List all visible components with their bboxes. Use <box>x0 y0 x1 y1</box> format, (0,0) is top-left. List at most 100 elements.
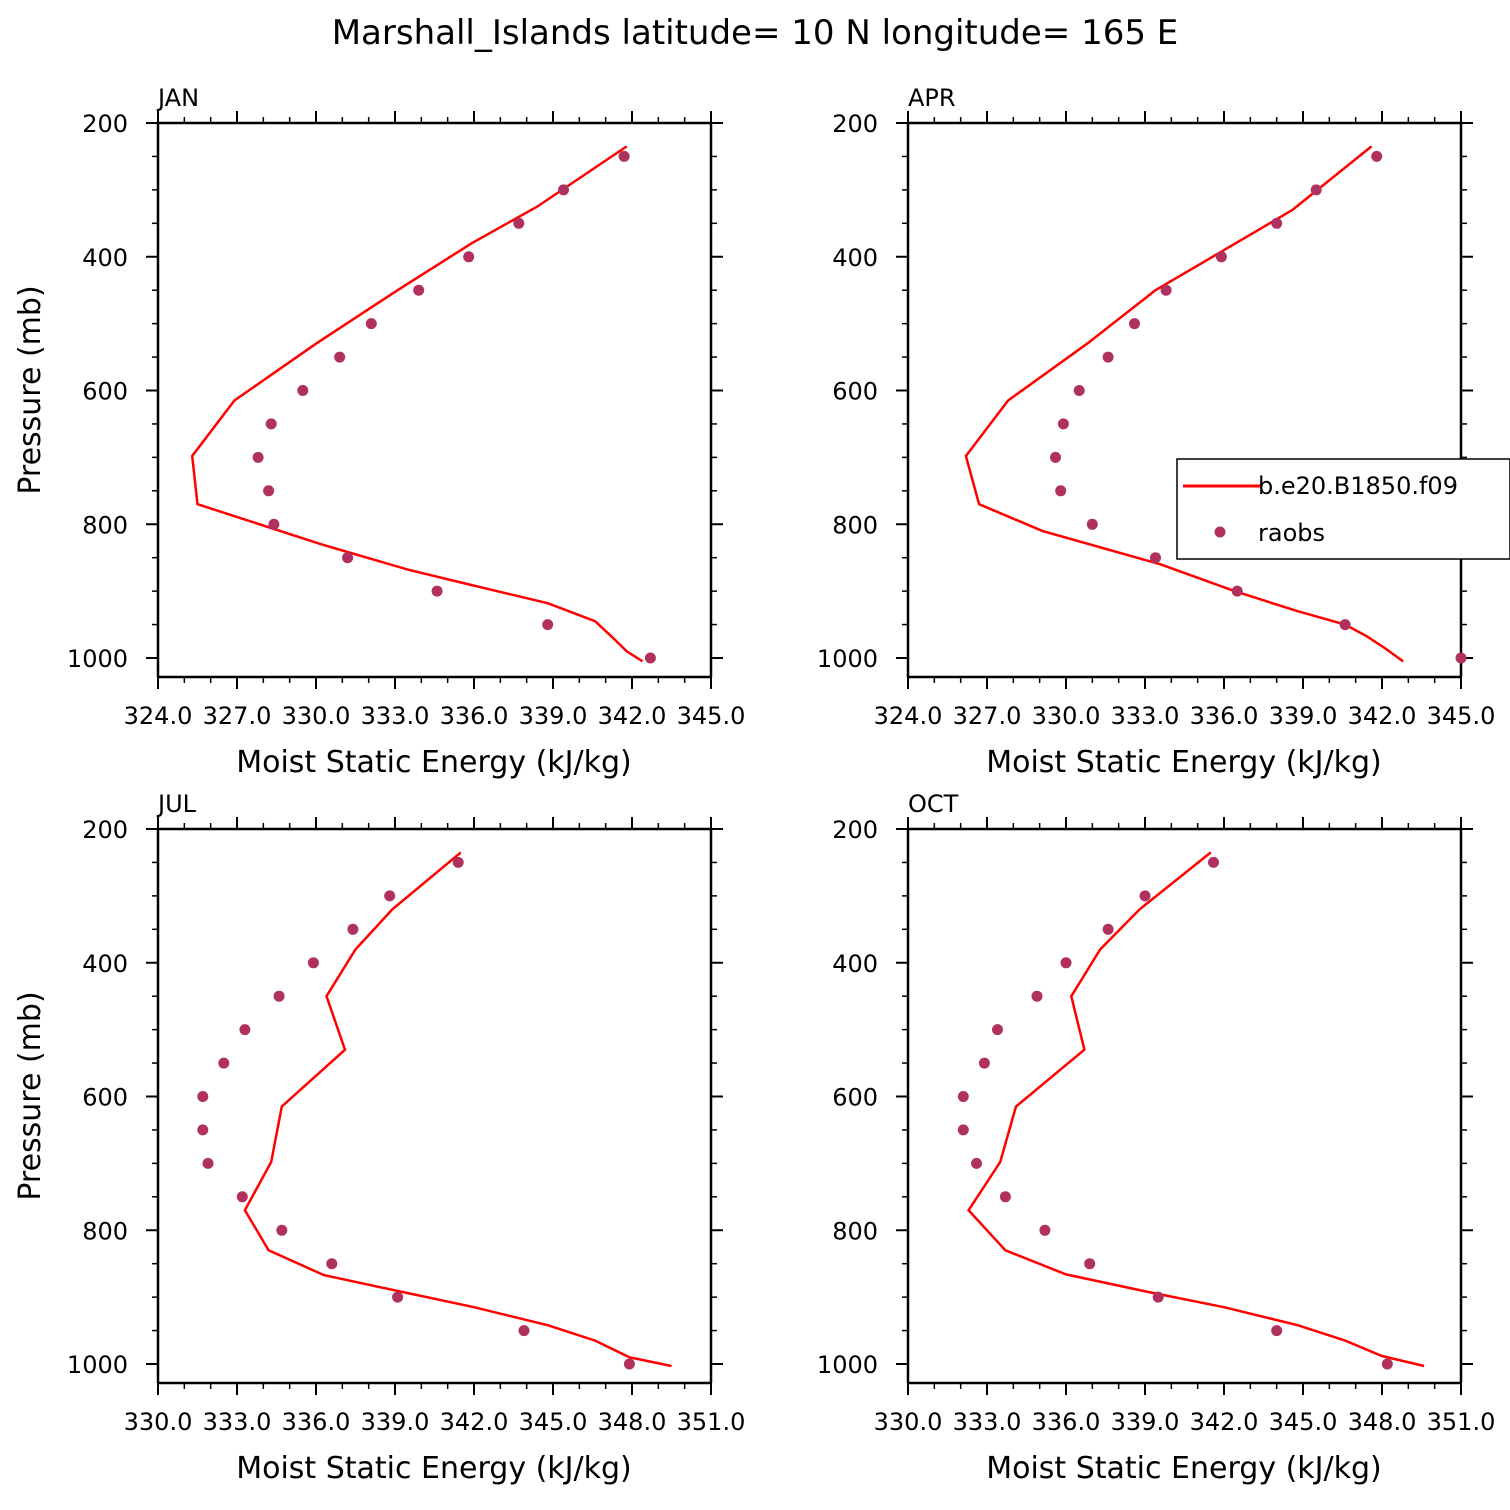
panel-jan: JAN 324.0 327.0 330.0 333.0 336.0 339.0 342.0 3… <box>13 84 745 780</box>
obs-point-oct <box>957 1091 969 1102</box>
x-tick-label-apr: 336.0 <box>1190 702 1259 730</box>
legend-label-obs: raobs <box>1258 519 1325 547</box>
obs-point-apr <box>1271 217 1283 229</box>
obs-point-oct <box>1381 1358 1393 1370</box>
obs-point-oct <box>1152 1291 1164 1303</box>
panel-apr: APR 324.0 327.0 330.0 333.0 336.0 339.0 342.0 3… <box>817 84 1510 780</box>
y-tick-label-oct: 400 <box>832 950 878 978</box>
x-tick-label-oct: 345.0 <box>1269 1408 1338 1436</box>
y-tick-label-oct: 1000 <box>817 1351 878 1379</box>
x-tick-label-jan: 333.0 <box>361 702 430 730</box>
obs-point-jul <box>197 1124 209 1136</box>
x-tick-label-jul: 342.0 <box>440 1408 509 1436</box>
obs-point-jan <box>542 619 554 631</box>
obs-point-jan <box>644 652 656 664</box>
panel-title-oct: OCT <box>908 790 959 818</box>
obs-point-jan <box>268 518 280 530</box>
obs-point-jul <box>347 923 359 935</box>
obs-point-apr <box>1050 451 1061 463</box>
obs-point-jul <box>518 1325 530 1337</box>
panel-title-jul: JUL <box>156 790 197 818</box>
y-tick-label-jan: 600 <box>82 378 128 406</box>
panel-oct: OCT 330.0 333.0 336.0 339.0 342.0 345.0 348.0 3… <box>817 790 1495 1486</box>
obs-point-jan <box>463 251 475 263</box>
x-tick-label-jul: 348.0 <box>598 1408 667 1436</box>
obs-point-jan <box>342 552 354 564</box>
axes-jan: 324.0 327.0 330.0 333.0 336.0 339.0 342.0 345.0… <box>67 110 745 730</box>
obs-point-oct <box>957 1124 969 1136</box>
x-tick-label-oct: 348.0 <box>1348 1408 1417 1436</box>
x-tick-label-oct: 330.0 <box>874 1408 943 1436</box>
x-tick-label-oct: 351.0 <box>1427 1408 1496 1436</box>
y-tick-label-jul: 800 <box>82 1217 128 1245</box>
y-tick-label-jul: 600 <box>82 1084 128 1112</box>
x-axis-title-oct: Moist Static Energy (kJ/kg) <box>986 1451 1382 1486</box>
obs-point-jan <box>365 318 377 330</box>
x-tick-label-apr: 345.0 <box>1427 702 1496 730</box>
x-tick-label-jan: 342.0 <box>598 702 667 730</box>
obs-point-jul <box>236 1191 248 1203</box>
obs-point-oct <box>1139 890 1151 902</box>
obs-point-jul <box>239 1024 251 1036</box>
x-tick-label-jan: 336.0 <box>440 702 509 730</box>
x-tick-label-jan: 345.0 <box>677 702 746 730</box>
y-axis-title-jul: Pressure (mb) <box>13 991 48 1200</box>
obs-point-apr <box>1310 184 1322 196</box>
y-tick-label-apr: 600 <box>832 378 878 406</box>
x-axis-title-jul: Moist Static Energy (kJ/kg) <box>236 1451 632 1486</box>
x-tick-label-oct: 339.0 <box>1111 1408 1180 1436</box>
obs-point-oct <box>999 1191 1011 1203</box>
model-line-jan <box>190 145 644 663</box>
obs-point-apr <box>1073 385 1085 396</box>
obs-point-jan <box>618 150 630 162</box>
obs-point-apr <box>1339 619 1351 631</box>
y-tick-label-jul: 1000 <box>67 1351 128 1379</box>
obs-point-jul <box>202 1157 214 1169</box>
y-tick-label-jul: 200 <box>82 816 128 844</box>
obs-point-apr <box>1086 518 1098 530</box>
obs-point-oct <box>1102 923 1114 935</box>
x-tick-label-jul: 330.0 <box>124 1408 193 1436</box>
x-tick-label-jan: 330.0 <box>282 702 351 730</box>
model-line-apr <box>964 145 1404 663</box>
y-tick-label-jan: 200 <box>82 110 128 138</box>
obs-point-oct <box>992 1024 1003 1036</box>
obs-point-jan <box>431 585 443 597</box>
model-line-jul <box>243 851 672 1368</box>
obs-point-jan <box>297 385 309 396</box>
obs-point-apr <box>1057 418 1069 430</box>
obs-point-jan <box>513 217 525 229</box>
obs-point-apr <box>1371 150 1383 162</box>
y-tick-label-apr: 400 <box>832 244 878 272</box>
axes-jul: 330.0 333.0 336.0 339.0 342.0 345.0 348.0 351.0… <box>67 816 745 1436</box>
y-tick-label-jan: 400 <box>82 244 128 272</box>
x-tick-label-jan: 327.0 <box>203 702 272 730</box>
x-tick-label-oct: 342.0 <box>1190 1408 1259 1436</box>
legend: b.e20.B1850.f09 raobs <box>1176 458 1510 560</box>
panel-title-apr: APR <box>908 84 956 112</box>
obs-point-jul <box>218 1057 230 1069</box>
x-tick-label-jul: 333.0 <box>203 1408 272 1436</box>
y-tick-label-jan: 1000 <box>67 645 128 673</box>
x-tick-label-jul: 336.0 <box>282 1408 351 1436</box>
obs-point-jul <box>307 957 319 969</box>
x-tick-label-apr: 330.0 <box>1032 702 1101 730</box>
y-tick-label-apr: 1000 <box>817 645 878 673</box>
obs-point-jan <box>252 451 264 463</box>
figure-title: Marshall_Islands latitude= 10 N longitud… <box>332 13 1179 53</box>
axes-oct: 330.0 333.0 336.0 339.0 342.0 345.0 348.0 351.0… <box>817 816 1495 1436</box>
obs-point-oct <box>1084 1258 1096 1270</box>
axes-apr: 324.0 327.0 330.0 333.0 336.0 339.0 342.0 345.0… <box>817 110 1495 730</box>
y-tick-label-oct: 200 <box>832 816 878 844</box>
obs-point-jul <box>392 1291 404 1303</box>
obs-point-apr <box>1150 552 1161 564</box>
obs-point-jan <box>265 418 277 430</box>
obs-point-jul <box>273 990 285 1002</box>
model-line-oct <box>967 851 1425 1368</box>
y-tick-label-apr: 200 <box>832 110 878 138</box>
x-tick-label-apr: 342.0 <box>1348 702 1417 730</box>
x-tick-label-apr: 324.0 <box>874 702 943 730</box>
x-axis-title-apr: Moist Static Energy (kJ/kg) <box>986 745 1382 780</box>
obs-point-apr <box>1455 652 1467 664</box>
